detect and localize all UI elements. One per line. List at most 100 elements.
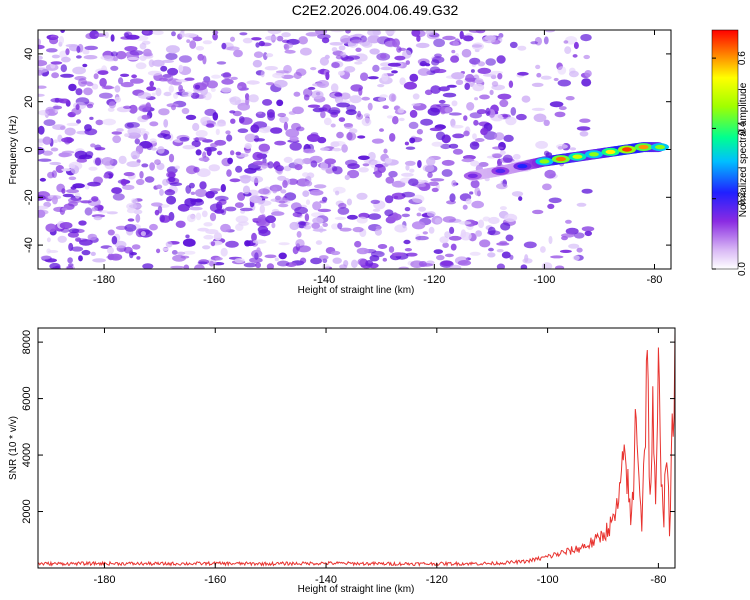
noise-blob bbox=[361, 117, 372, 127]
noise-blob bbox=[209, 260, 215, 267]
noise-blob bbox=[278, 203, 289, 208]
noise-blob bbox=[181, 107, 190, 115]
noise-blob bbox=[73, 101, 87, 110]
noise-blob bbox=[46, 248, 51, 254]
noise-blob bbox=[307, 104, 321, 108]
noise-blob bbox=[365, 260, 374, 267]
noise-blob bbox=[206, 147, 212, 157]
noise-blob bbox=[270, 127, 283, 134]
noise-blob bbox=[188, 206, 203, 211]
spectrogram-signal-layer bbox=[463, 142, 669, 181]
noise-blob bbox=[260, 70, 265, 78]
noise-blob bbox=[38, 142, 44, 147]
noise-blob bbox=[488, 216, 500, 225]
signal-point bbox=[638, 144, 649, 150]
noise-blob bbox=[206, 123, 215, 128]
noise-blob bbox=[428, 181, 439, 187]
noise-blob bbox=[475, 138, 485, 142]
noise-blob bbox=[68, 83, 77, 92]
noise-blob bbox=[116, 128, 124, 132]
noise-blob bbox=[188, 182, 195, 189]
noise-blob bbox=[165, 52, 178, 61]
noise-blob bbox=[46, 237, 51, 243]
noise-blob bbox=[420, 183, 427, 188]
noise-blob bbox=[520, 264, 528, 269]
noise-blob bbox=[214, 257, 223, 261]
noise-blob bbox=[409, 137, 416, 144]
noise-blob bbox=[162, 178, 169, 186]
noise-blob bbox=[274, 257, 279, 262]
noise-blob bbox=[152, 30, 164, 36]
noise-blob bbox=[257, 225, 269, 234]
noise-blob bbox=[499, 99, 509, 108]
signal-point bbox=[467, 173, 478, 178]
noise-blob bbox=[88, 166, 98, 171]
noise-blob bbox=[357, 135, 366, 139]
noise-blob bbox=[349, 95, 362, 104]
noise-blob bbox=[72, 183, 85, 189]
noise-blob bbox=[430, 85, 441, 94]
noise-blob bbox=[475, 30, 486, 34]
noise-blob bbox=[235, 215, 249, 224]
noise-blob bbox=[332, 147, 342, 152]
noise-blob bbox=[335, 190, 340, 196]
noise-blob bbox=[441, 169, 453, 177]
noise-blob bbox=[480, 128, 488, 136]
noise-blob bbox=[477, 67, 492, 74]
noise-blob bbox=[417, 68, 431, 76]
noise-blob bbox=[166, 189, 173, 193]
noise-blob bbox=[109, 253, 123, 261]
noise-blob bbox=[356, 247, 369, 255]
noise-blob bbox=[547, 203, 555, 209]
snr-x-label: Height of straight line (km) bbox=[298, 584, 415, 595]
noise-blob bbox=[55, 165, 65, 173]
signal-point bbox=[555, 156, 566, 162]
noise-blob bbox=[372, 208, 381, 212]
noise-blob bbox=[255, 262, 261, 269]
noise-blob bbox=[576, 247, 583, 253]
noise-blob bbox=[465, 198, 472, 205]
noise-blob bbox=[139, 171, 144, 179]
noise-blob bbox=[409, 73, 419, 82]
noise-blob bbox=[216, 61, 227, 65]
noise-blob bbox=[439, 106, 447, 115]
noise-blob bbox=[436, 103, 451, 108]
noise-blob bbox=[335, 55, 343, 60]
noise-blob bbox=[212, 30, 219, 35]
noise-blob bbox=[463, 115, 468, 121]
noise-blob bbox=[78, 255, 83, 262]
noise-blob bbox=[113, 56, 119, 62]
noise-blob bbox=[565, 96, 575, 101]
noise-blob bbox=[435, 131, 446, 141]
noise-blob bbox=[257, 111, 263, 115]
noise-blob bbox=[142, 30, 150, 35]
noise-blob bbox=[346, 198, 352, 206]
noise-blob bbox=[170, 265, 185, 269]
snr-x-tick-label: -80 bbox=[650, 574, 666, 586]
noise-blob bbox=[78, 220, 87, 226]
noise-blob bbox=[90, 251, 96, 256]
noise-blob bbox=[482, 36, 496, 44]
noise-blob bbox=[43, 119, 56, 126]
noise-blob bbox=[265, 53, 274, 58]
spectrogram-y-label: Frequency (Hz) bbox=[8, 116, 19, 185]
noise-blob bbox=[139, 42, 147, 50]
spectrogram-x-tick-label: -140 bbox=[313, 274, 335, 286]
noise-blob bbox=[244, 143, 252, 150]
noise-blob bbox=[257, 200, 272, 206]
noise-blob bbox=[220, 72, 232, 78]
noise-blob bbox=[111, 131, 123, 135]
noise-blob bbox=[465, 74, 475, 83]
noise-blob bbox=[107, 107, 115, 112]
noise-blob bbox=[338, 45, 346, 51]
noise-blob bbox=[332, 140, 346, 147]
colorbar-tick-label: 0.6 bbox=[737, 51, 748, 65]
noise-blob bbox=[331, 166, 338, 172]
noise-blob bbox=[72, 66, 86, 75]
noise-blob bbox=[85, 151, 94, 158]
noise-blob bbox=[318, 107, 328, 112]
noise-blob bbox=[460, 229, 467, 238]
noise-blob bbox=[136, 178, 145, 186]
noise-blob bbox=[87, 233, 98, 241]
noise-blob bbox=[140, 231, 146, 237]
